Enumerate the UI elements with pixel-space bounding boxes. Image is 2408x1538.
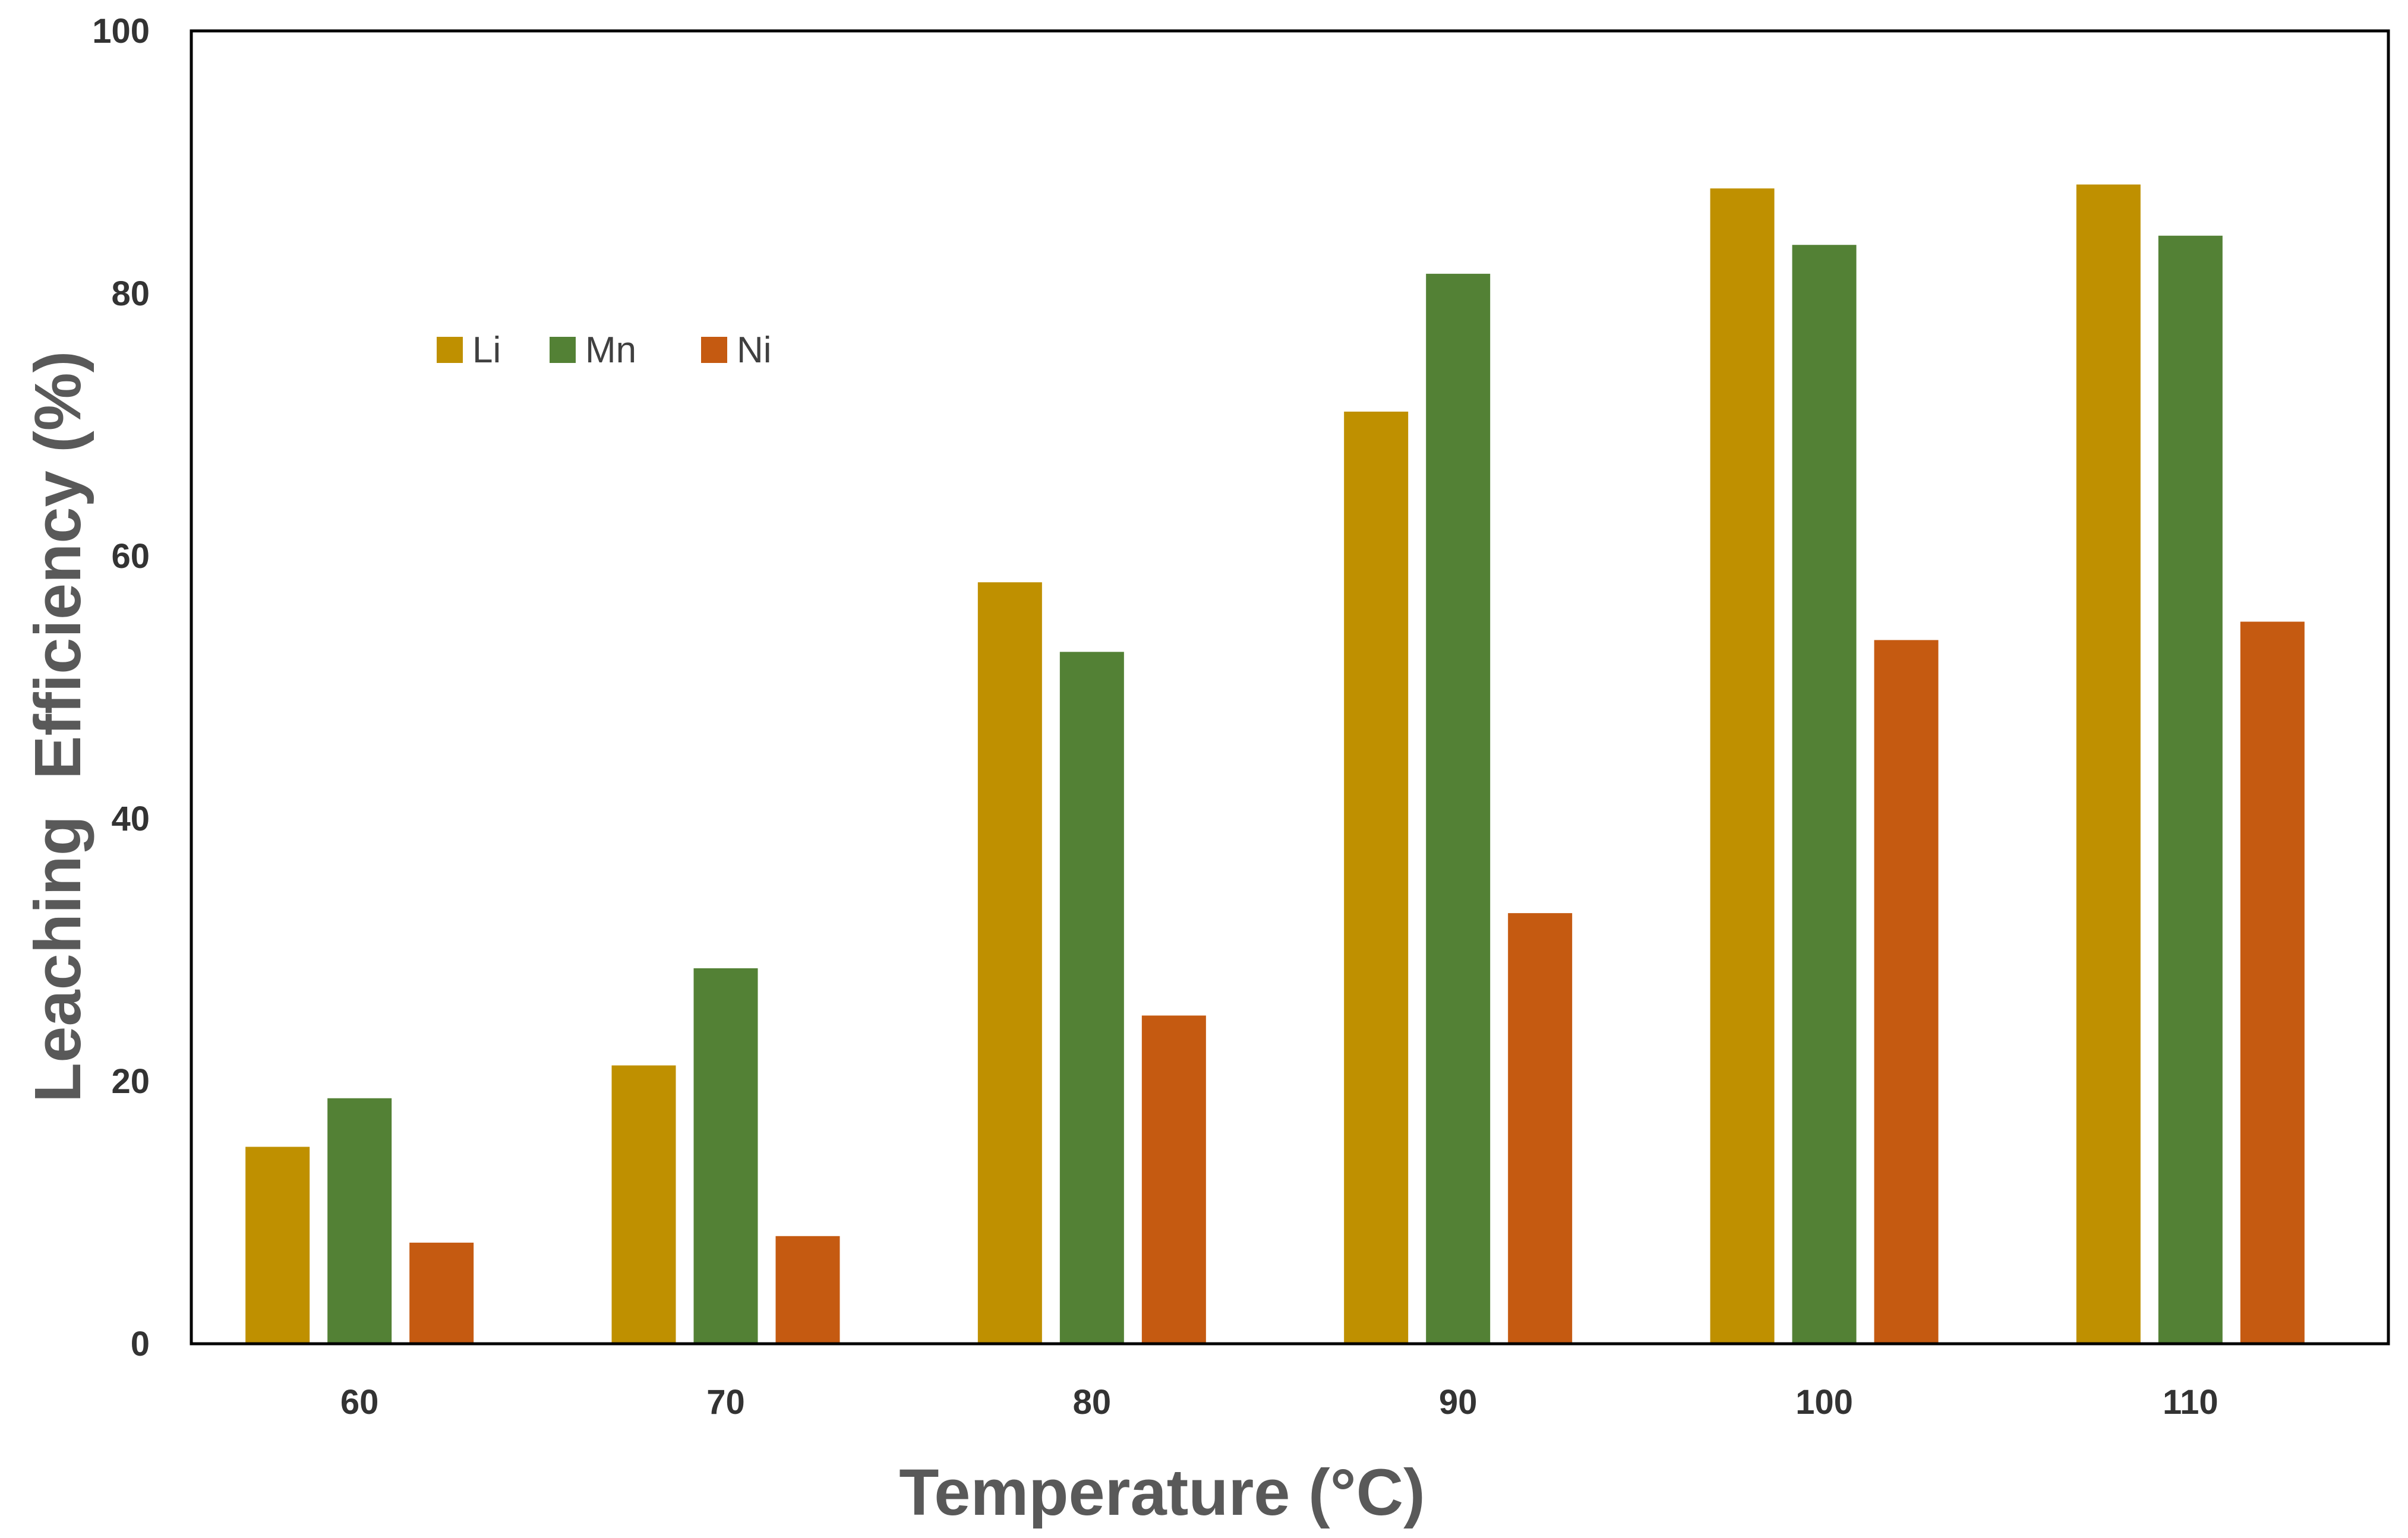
x-tick-label: 110 [2163,1383,2218,1422]
bar-li-70 [611,1065,676,1344]
bar-mn-70 [693,968,758,1344]
legend: Li Mn Ni [437,330,772,371]
y-axis-title: Leaching Efficiency (%) [21,351,94,1103]
x-axis-title: Temperature (°C) [899,1456,1425,1529]
legend-label-mn: Mn [585,330,636,371]
y-axis-ticks: 0 20 40 60 80 100 [92,12,150,1363]
bar-ni-100 [1874,640,1939,1344]
legend-swatch-ni [701,337,727,363]
legend-item-mn: Mn [550,330,636,371]
bar-li-80 [977,582,1042,1344]
legend-label-ni: Ni [737,330,772,371]
x-axis-ticks: 60 70 80 90 100 110 [340,1383,2218,1422]
bar-ni-60 [409,1242,474,1344]
legend-label-li: Li [472,330,501,371]
y-tick-label: 40 [111,800,150,838]
bar-li-110 [2076,184,2141,1344]
bar-ni-80 [1141,1015,1206,1344]
bar-mn-80 [1059,652,1124,1344]
legend-swatch-li [437,337,463,363]
bar-ni-110 [2240,621,2305,1344]
legend-item-li: Li [437,330,501,371]
bar-ni-70 [775,1236,840,1344]
bar-li-60 [245,1147,310,1344]
bars-layer [245,184,2305,1344]
x-tick-label: 70 [706,1383,745,1422]
bar-mn-110 [2158,235,2223,1344]
x-tick-label: 80 [1073,1383,1112,1422]
bar-ni-90 [1508,913,1573,1344]
bar-mn-100 [1792,245,1857,1344]
x-tick-label: 90 [1439,1383,1478,1422]
y-tick-label: 80 [111,274,150,313]
y-tick-label: 60 [111,537,150,576]
y-tick-label: 0 [131,1325,150,1363]
bar-mn-60 [327,1098,392,1344]
y-tick-label: 100 [92,12,150,50]
x-tick-label: 100 [1795,1383,1853,1422]
bar-li-100 [1710,188,1775,1344]
y-tick-label: 20 [111,1062,150,1101]
legend-swatch-mn [550,337,576,363]
bar-mn-90 [1426,273,1491,1344]
plot-frame [190,29,2390,1346]
x-tick-label: 60 [340,1383,379,1422]
legend-item-ni: Ni [701,330,772,371]
bar-li-90 [1344,411,1409,1344]
